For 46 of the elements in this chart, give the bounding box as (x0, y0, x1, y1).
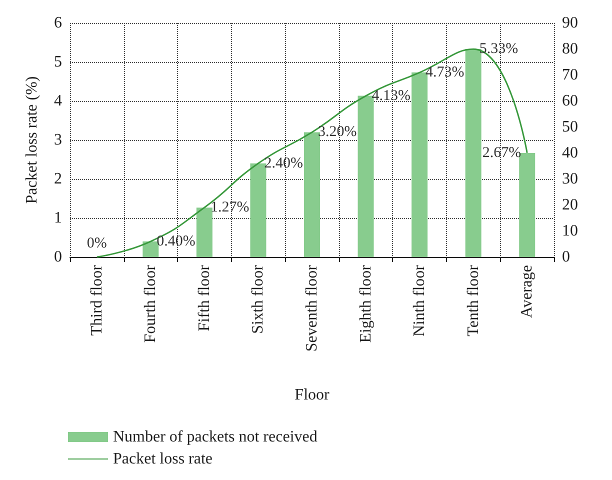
y-tick-label: 4 (54, 92, 62, 110)
x-tick-label: Fourth floor (142, 264, 160, 343)
x-tick-label: Seventh floor (304, 264, 320, 352)
y2-tick-label: 80 (562, 40, 578, 58)
x-tick-label: Third floor (88, 264, 106, 336)
y-axis-title: Packet loss rate (%) (24, 76, 40, 204)
bar (465, 49, 482, 257)
y-tick-label: 6 (54, 14, 62, 32)
data-label: 4.13% (372, 88, 411, 104)
x-axis-title: Floor (294, 386, 330, 404)
y-tick-label: 5 (54, 54, 62, 70)
y-tick-label: 1 (54, 210, 62, 226)
bar (142, 241, 159, 257)
y2-tick-label: 90 (562, 14, 578, 32)
bar (358, 96, 374, 257)
y-tick-label: 2 (54, 170, 62, 188)
bar (304, 132, 320, 257)
data-label: 2.40% (264, 155, 303, 172)
y2-tick-label: 50 (562, 118, 578, 136)
x-tick-label: Tenth floor (464, 264, 482, 336)
data-label: 4.73% (426, 64, 464, 81)
x-tick-label: Eighth floor (357, 264, 374, 343)
x-tick-label: Ninth floor (411, 264, 428, 337)
data-label: 0% (86, 236, 107, 252)
y2-tick-label: 40 (562, 144, 578, 162)
data-label: 0.40% (156, 233, 196, 250)
data-label: 2.67% (482, 144, 522, 161)
legend-label: Packet loss rate (113, 450, 213, 468)
x-tick-label: Average (518, 265, 536, 318)
y2-tick-label: 30 (562, 170, 578, 188)
x-tick-label: Sixth floor (250, 264, 267, 334)
legend-label: Number of packets not received (113, 428, 318, 446)
y2-tick-label: 70 (562, 66, 578, 84)
y2-tick-label: 60 (562, 92, 578, 110)
y2-tick-label: 0 (562, 248, 570, 266)
x-tick-label: Fifth floor (196, 264, 213, 332)
y2-tick-label: 10 (562, 222, 578, 240)
y2-tick-label: 20 (562, 196, 578, 214)
data-label: 3.20% (318, 124, 357, 140)
y-tick-label: 3 (54, 132, 62, 148)
data-label: 5.33% (479, 41, 518, 58)
y-tick-label: 0 (54, 248, 62, 266)
bar (196, 208, 212, 257)
bar (519, 153, 536, 257)
bar (250, 163, 266, 257)
data-label: 1.27% (210, 199, 250, 216)
